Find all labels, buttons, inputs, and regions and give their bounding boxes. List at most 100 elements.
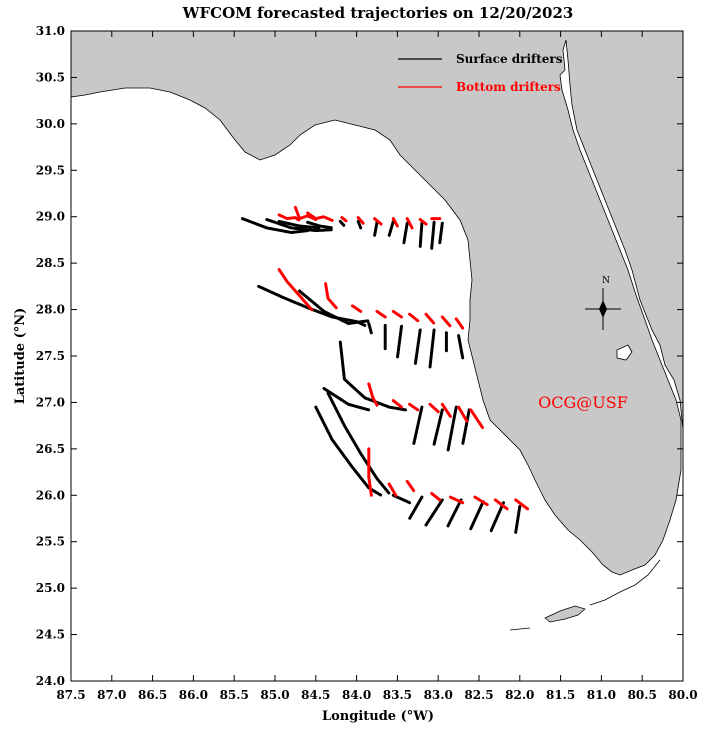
surface-drifter-track <box>326 391 391 495</box>
bottom-drifter-track <box>391 309 403 319</box>
x-tick-label: 85.5 <box>220 688 249 702</box>
bottom-drifter-track <box>391 217 399 228</box>
bottom-drifter-track <box>408 402 420 412</box>
y-tick-label: 29.5 <box>36 163 65 177</box>
bottom-drifter-track <box>473 495 489 507</box>
x-tick-label: 80.0 <box>668 688 697 702</box>
x-tick-label: 84.5 <box>301 688 330 702</box>
x-tick-label: 80.5 <box>628 688 657 702</box>
y-tick-label: 28.0 <box>36 303 65 317</box>
bottom-drifter-track <box>367 382 379 407</box>
surface-drifter-track <box>432 408 444 446</box>
bottom-drifter-track <box>277 213 301 222</box>
x-tick-label: 81.0 <box>587 688 616 702</box>
y-axis-title: Latitude (°N) <box>13 308 28 405</box>
bottom-drifter-track <box>351 304 363 313</box>
surface-drifter-track <box>408 495 424 520</box>
lake-okeechobee <box>616 344 633 361</box>
land-keys <box>544 605 586 623</box>
bottom-drifter-track <box>408 312 420 323</box>
y-tick-label: 30.0 <box>36 117 65 131</box>
surface-drifter-track <box>373 220 379 237</box>
x-tick-label: 82.0 <box>505 688 534 702</box>
surface-drifter-track <box>356 219 363 230</box>
bottom-drifter-track <box>457 405 469 423</box>
surface-drifter-track <box>306 220 334 230</box>
surface-drifter-track <box>461 408 471 446</box>
bottom-drifter-track <box>277 268 314 312</box>
surface-drifter-track <box>298 289 371 325</box>
bottom-drifter-track <box>514 498 530 511</box>
x-tick-label: 86.0 <box>179 688 208 702</box>
surface-drifter-track <box>387 219 395 237</box>
credit-label: OCG@USF <box>538 393 628 412</box>
y-tick-label: 24.5 <box>36 628 65 642</box>
x-tick-label: 87.0 <box>97 688 126 702</box>
land-florida <box>70 30 684 576</box>
bottom-drifter-track <box>387 482 398 497</box>
bottom-drifter-track <box>454 317 465 330</box>
surface-drifter-track <box>457 334 465 360</box>
bottom-drifter-track <box>356 216 365 225</box>
legend-surface-label: Surface drifters <box>456 52 563 66</box>
legend: Surface drifters Bottom drifters <box>398 52 563 94</box>
bottom-drifter-track <box>324 282 338 310</box>
bottom-drifter-track <box>367 447 373 497</box>
surface-drifter-track <box>338 219 346 228</box>
surface-drifter-track <box>489 501 505 533</box>
y-tick-label: 29.0 <box>36 210 65 224</box>
surface-drifter-track <box>314 405 383 497</box>
x-tick-label: 84.0 <box>342 688 371 702</box>
surface-drifter-track <box>438 221 444 245</box>
bottom-drifter-track <box>418 218 428 226</box>
bottom-drifter-track <box>405 479 416 493</box>
surface-drifter-track <box>322 387 371 412</box>
y-tick-labels: 31.0 30.5 30.0 29.5 29.0 28.5 28.0 27.5 27.0 26.5… <box>36 24 65 688</box>
compass-center <box>599 300 607 318</box>
bottom-drifter-track <box>293 205 318 221</box>
bottom-drifter-track <box>469 408 485 430</box>
surface-drifter-track <box>514 504 522 534</box>
x-tick-label: 81.5 <box>546 688 575 702</box>
x-tick-label: 83.0 <box>424 688 453 702</box>
x-tick-label: 85.0 <box>260 688 289 702</box>
bottom-drifter-track <box>306 211 326 221</box>
bottom-drifter-track <box>440 402 452 418</box>
surface-drifter-track <box>413 328 422 365</box>
axis-ticks <box>70 30 684 682</box>
bottom-drifter-track <box>428 402 440 414</box>
bottom-drifter-track <box>340 216 349 223</box>
surface-drifter-track <box>446 405 458 453</box>
bottom-drifter-track <box>375 309 387 319</box>
x-tick-label: 83.5 <box>383 688 412 702</box>
chart-title: WFCOM forecasted trajectories on 12/20/2… <box>182 4 574 22</box>
y-tick-label: 26.5 <box>36 442 65 456</box>
surface-drifter-track <box>338 340 408 412</box>
compass-rose: N <box>585 276 621 330</box>
bottom-tracks <box>277 205 530 511</box>
y-tick-label: 25.5 <box>36 535 65 549</box>
x-axis-title: Longitude (°W) <box>322 709 434 724</box>
y-tick-label: 27.5 <box>36 349 65 363</box>
surface-tracks <box>240 217 522 534</box>
surface-drifter-track <box>469 500 485 531</box>
surface-drifter-track <box>428 328 436 369</box>
bottom-drifter-track <box>440 315 452 328</box>
surface-drifter-track <box>240 217 310 234</box>
surface-drifter-track <box>367 322 373 335</box>
surface-drifter-track <box>277 219 322 230</box>
bottom-drifter-track <box>424 312 436 325</box>
y-tick-label: 25.0 <box>36 581 65 595</box>
bottom-drifter-track <box>405 217 414 230</box>
bottom-drifter-track <box>373 217 383 226</box>
compass-north-label: N <box>602 276 610 286</box>
y-tick-label: 26.0 <box>36 488 65 502</box>
bottom-drifter-track <box>448 495 465 505</box>
x-tick-label: 86.5 <box>138 688 167 702</box>
surface-drifter-track <box>430 220 436 250</box>
x-tick-labels: 87.5 87.0 86.5 86.0 85.5 85.0 84.5 84.0 83.5 83.0… <box>56 688 697 702</box>
x-tick-label: 87.5 <box>56 688 85 702</box>
bottom-drifter-track <box>324 216 334 222</box>
surface-drifter-track <box>265 218 334 233</box>
